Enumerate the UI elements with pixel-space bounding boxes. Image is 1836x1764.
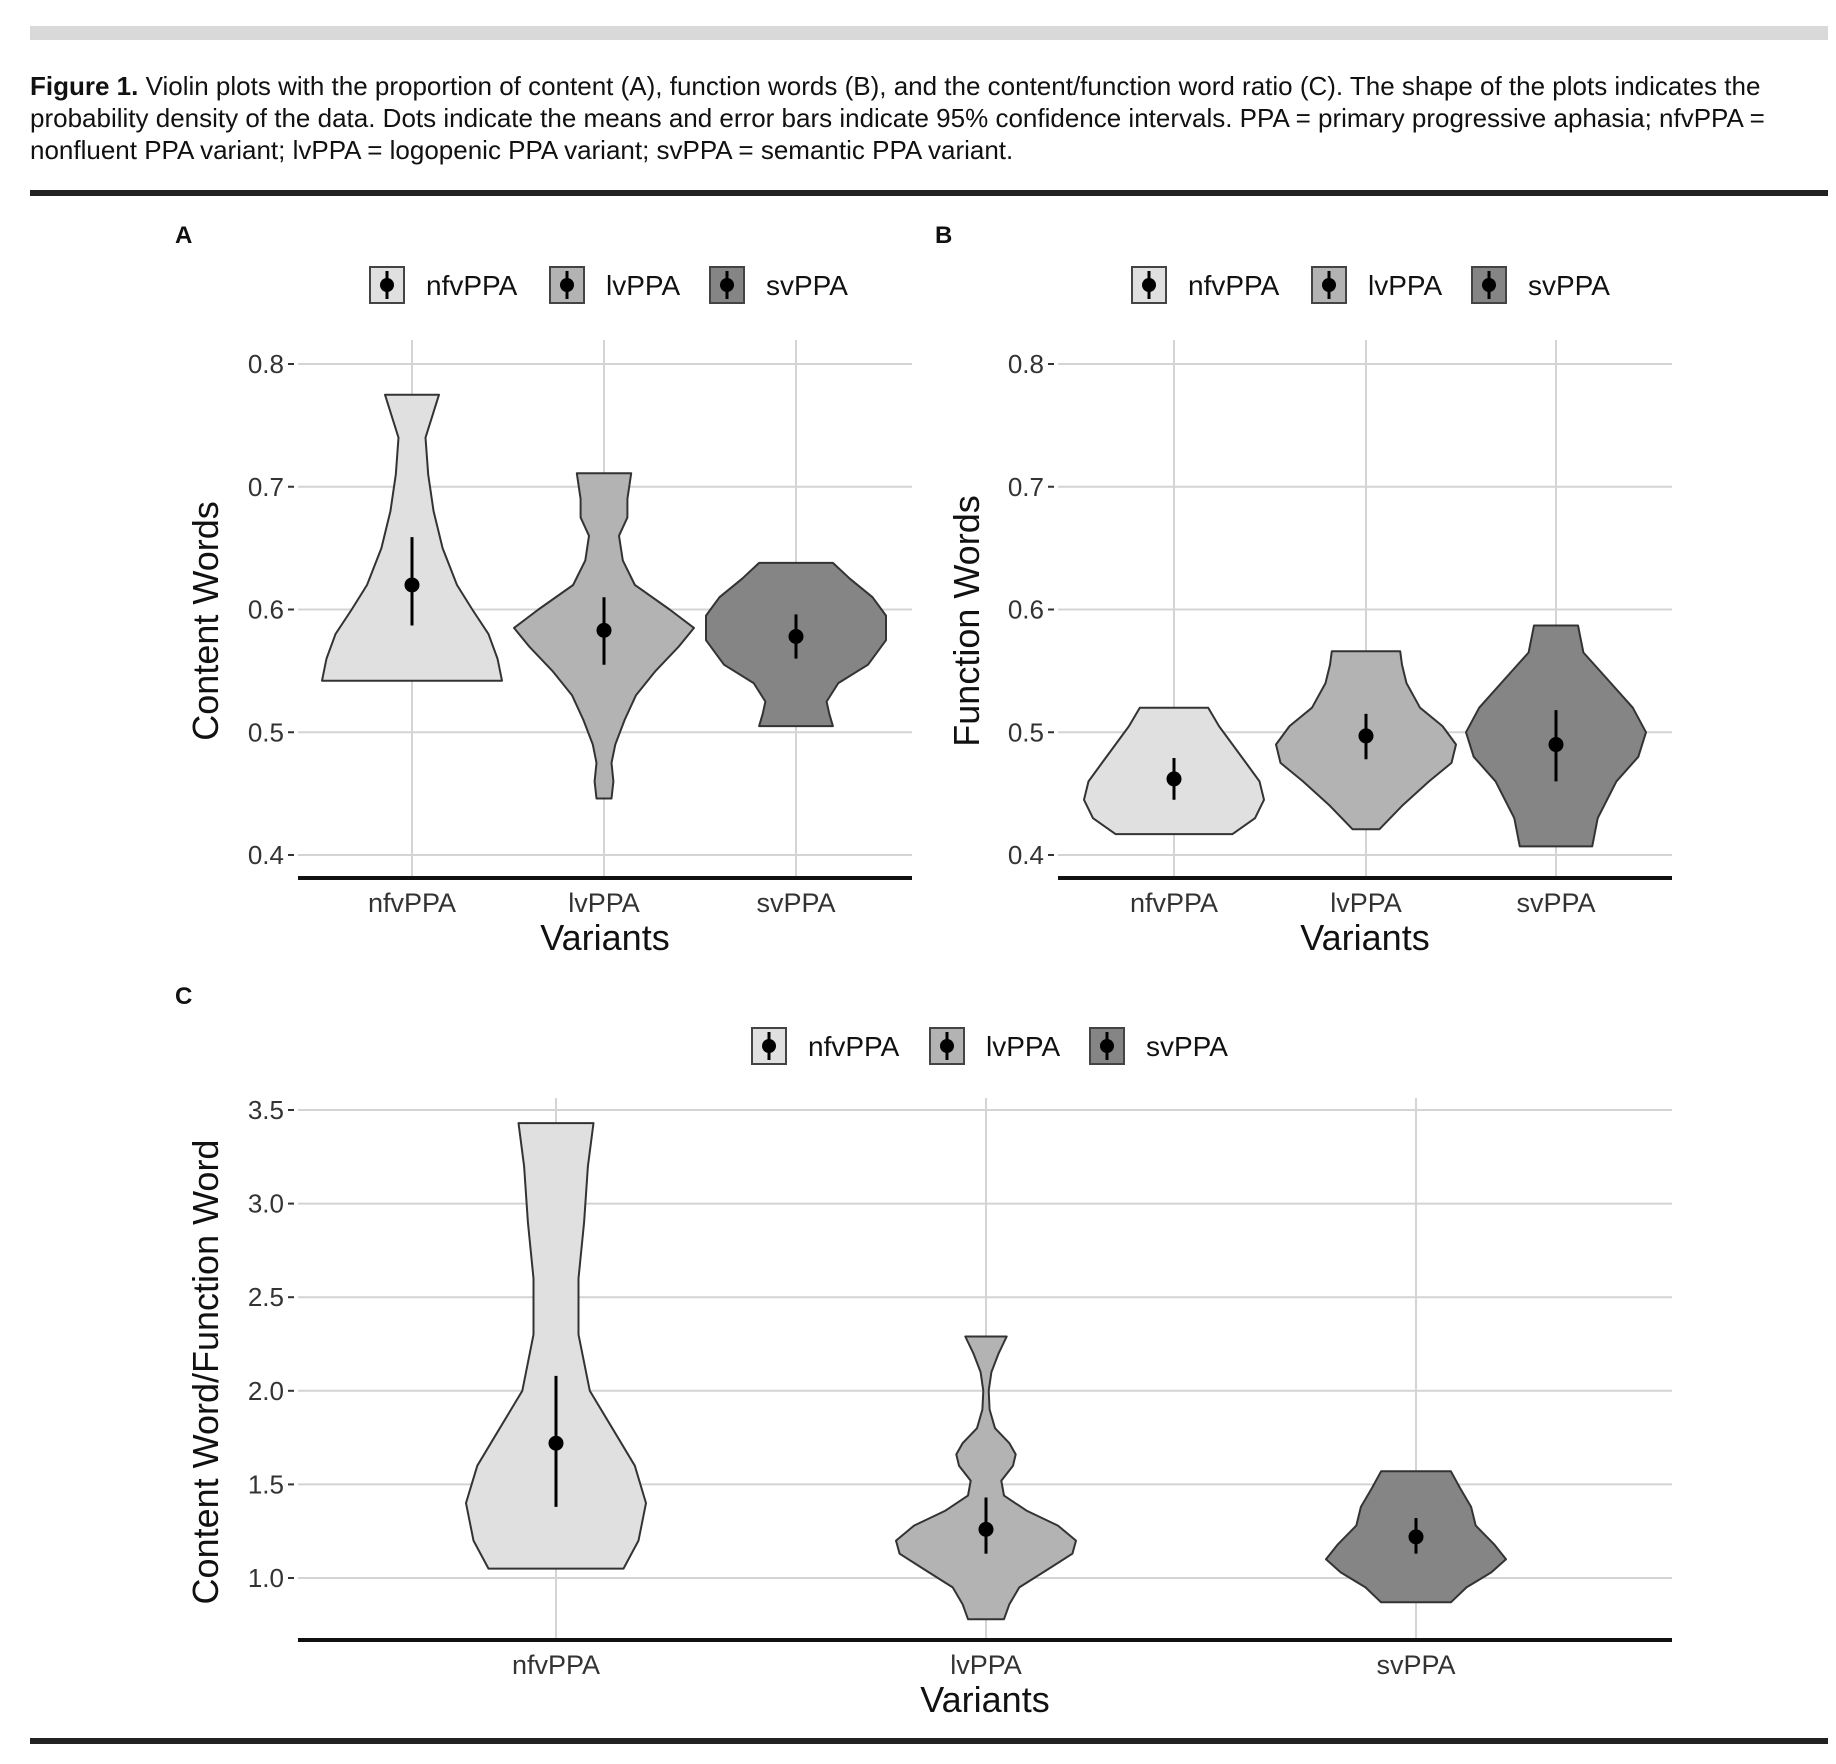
- legend-key-dot: [762, 1039, 776, 1053]
- x-tick-label: lvPPA: [568, 888, 640, 918]
- legend-key-dot: [940, 1039, 954, 1053]
- legend-label: svPPA: [1146, 1031, 1228, 1062]
- caption-rule: [30, 190, 1828, 196]
- legend-item-nfvPPA: nfvPPA: [751, 1027, 900, 1065]
- x-tick-label: svPPA: [1376, 1650, 1455, 1680]
- y-tick-label: 2.0: [248, 1376, 284, 1406]
- y-tick-label: 0.8: [248, 349, 284, 379]
- mean-point-nfvPPA: [404, 577, 420, 593]
- y-tick-label: 3.0: [248, 1189, 284, 1219]
- panel-letter: A: [175, 222, 192, 249]
- y-tick-label: 0.5: [248, 717, 284, 747]
- y-tick-label: 0.6: [1008, 595, 1044, 625]
- mean-point-lvPPA: [978, 1521, 994, 1537]
- legend-label: svPPA: [766, 270, 848, 301]
- panel-a: A 0.4 0.5 0.6 0.7 0.8 nfvPPA lvPPA svPPA Variants…: [175, 222, 912, 958]
- legend-key-dot: [560, 278, 574, 292]
- legend-item-nfvPPA: nfvPPA: [369, 266, 518, 304]
- x-tick-label: nfvPPA: [1130, 888, 1218, 918]
- x-axis-title: Variants: [920, 1679, 1049, 1720]
- y-tick-label: 0.6: [248, 595, 284, 625]
- figure-caption-text: Violin plots with the proportion of cont…: [30, 71, 1765, 165]
- legend-label: nfvPPA: [1188, 270, 1280, 301]
- mean-point-nfvPPA: [1166, 771, 1182, 787]
- legend-item-svPPA: svPPA: [1471, 266, 1610, 304]
- bottom-rule: [30, 1738, 1828, 1744]
- legend-item-svPPA: svPPA: [1089, 1027, 1228, 1065]
- legend-label: nfvPPA: [808, 1031, 900, 1062]
- y-tick-label: 0.4: [1008, 840, 1044, 870]
- y-tick-label: 0.4: [248, 840, 284, 870]
- violin-lvPPA: [895, 1335, 1077, 1621]
- y-axis-title: Content Word/Function Word: [185, 1140, 226, 1605]
- legend-label: svPPA: [1528, 270, 1610, 301]
- legend-item-lvPPA: lvPPA: [549, 266, 680, 304]
- top-divider-bar: [30, 26, 1828, 40]
- y-tick-label: 0.5: [1008, 717, 1044, 747]
- x-tick-label: lvPPA: [950, 1650, 1022, 1680]
- legend-key-dot: [720, 278, 734, 292]
- x-tick-label: nfvPPA: [512, 1650, 600, 1680]
- legend-item-svPPA: svPPA: [709, 266, 848, 304]
- y-tick-label: 0.7: [1008, 472, 1044, 502]
- figure-caption: Figure 1. Violin plots with the proporti…: [30, 70, 1830, 166]
- x-tick-label: svPPA: [1516, 888, 1595, 918]
- legend-label: lvPPA: [1368, 270, 1442, 301]
- y-tick-label: 0.7: [248, 472, 284, 502]
- mean-point-lvPPA: [1358, 728, 1374, 744]
- legend-label: lvPPA: [986, 1031, 1060, 1062]
- mean-point-nfvPPA: [548, 1435, 564, 1451]
- figure-label: Figure 1.: [30, 71, 139, 101]
- y-tick-label: 1.0: [248, 1563, 284, 1593]
- y-tick-label: 2.5: [248, 1282, 284, 1312]
- y-tick-label: 1.5: [248, 1469, 284, 1499]
- y-axis-title: Content Words: [185, 501, 226, 740]
- x-tick-label: lvPPA: [1330, 888, 1402, 918]
- x-tick-label: svPPA: [756, 888, 835, 918]
- violin-nfvPPA: [465, 1122, 647, 1570]
- y-axis-title: Function Words: [946, 495, 987, 746]
- legend-item-lvPPA: lvPPA: [1311, 266, 1442, 304]
- mean-point-svPPA: [1548, 737, 1564, 753]
- mean-point-svPPA: [788, 629, 804, 645]
- x-axis-title: Variants: [540, 917, 669, 958]
- x-axis-title: Variants: [1300, 917, 1429, 958]
- legend-key-dot: [380, 278, 394, 292]
- y-tick-label: 0.8: [1008, 349, 1044, 379]
- panel-letter: B: [935, 222, 952, 249]
- legend-key-dot: [1482, 278, 1496, 292]
- legend-label: lvPPA: [606, 270, 680, 301]
- legend-key-dot: [1142, 278, 1156, 292]
- legend-key-dot: [1100, 1039, 1114, 1053]
- legend-item-nfvPPA: nfvPPA: [1131, 266, 1280, 304]
- panel-c: C 1.0 1.5 2.0 2.5 3.0 3.5 nfvPPA lvPPA svPPA Varia…: [175, 983, 1672, 1720]
- x-tick-label: nfvPPA: [368, 888, 456, 918]
- y-tick-label: 3.5: [248, 1095, 284, 1125]
- panel-b: B 0.4 0.5 0.6 0.7 0.8 nfvPPA lvPPA svPPA Variants…: [935, 222, 1672, 958]
- panel-letter: C: [175, 983, 192, 1010]
- legend-item-lvPPA: lvPPA: [929, 1027, 1060, 1065]
- legend-label: nfvPPA: [426, 270, 518, 301]
- mean-point-svPPA: [1408, 1529, 1424, 1545]
- mean-point-lvPPA: [596, 622, 612, 638]
- legend-key-dot: [1322, 278, 1336, 292]
